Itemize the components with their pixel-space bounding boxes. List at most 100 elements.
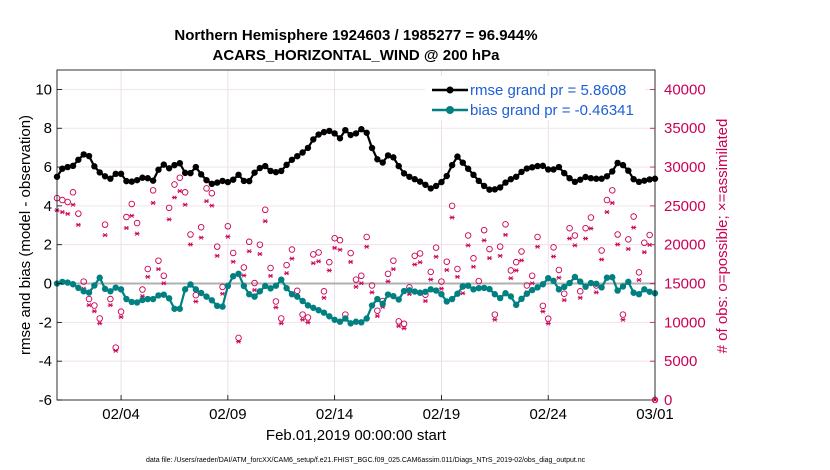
obs-assimilated-stroke: [252, 287, 257, 293]
obs-assimilated-stroke: [172, 195, 177, 200]
obs-assimilated-point: [59, 209, 65, 215]
rmse-point: [304, 144, 312, 152]
obs-assimilated-stroke: [556, 275, 562, 280]
obs-assimilated-stroke: [225, 234, 230, 239]
obs-possible-point: [107, 295, 114, 303]
rmse-point: [641, 177, 648, 184]
obs-possible-point: [528, 272, 536, 280]
obs-assimilated-point: [65, 211, 71, 217]
bias-point: [251, 293, 258, 300]
obs-assimilated-stroke: [604, 209, 610, 215]
obs-assimilated-point: [449, 215, 455, 220]
bias-point: [229, 273, 237, 280]
obs-assimilated-point: [246, 249, 252, 254]
obs-assimilated-point: [534, 244, 541, 249]
obs-assimilated-point: [374, 313, 380, 319]
obs-assimilated-point: [123, 225, 130, 231]
obs-possible-point: [85, 295, 93, 303]
rmse-point: [539, 162, 547, 170]
obs-possible-point: [144, 265, 152, 273]
obs-assimilated-stroke: [642, 250, 647, 255]
obs-possible-point: [625, 236, 632, 243]
obs-assimilated-stroke: [316, 259, 321, 264]
obs-assimilated-stroke: [188, 242, 193, 247]
obs-assimilated-stroke: [284, 271, 289, 276]
obs-possible-point: [635, 269, 643, 276]
obs-assimilated-stroke: [97, 321, 102, 326]
obs-assimilated-stroke: [102, 233, 108, 238]
obs-assimilated-stroke: [220, 291, 225, 296]
obs-assimilated-stroke: [626, 246, 631, 252]
bias-point: [625, 278, 632, 286]
obs-possible-point: [630, 213, 637, 220]
rmse-point: [464, 165, 472, 172]
obs-assimilated-point: [561, 297, 567, 303]
obs-assimilated-stroke: [599, 257, 604, 262]
legend-box: [425, 76, 645, 120]
rmse-point: [208, 180, 216, 188]
rmse-point: [448, 161, 456, 169]
rmse-point: [609, 168, 616, 175]
bias-point: [272, 282, 280, 289]
chart-title-line2: ACARS_HORIZONTAL_WIND @ 200 hPa: [213, 47, 501, 64]
obs-assimilated-stroke: [332, 245, 337, 251]
obs-possible-point: [454, 265, 461, 273]
rmse-point: [336, 135, 344, 142]
y-left-tick-label: 0: [44, 276, 52, 293]
rmse-point: [400, 170, 408, 177]
obs-possible-point: [235, 334, 242, 342]
obs-assimilated-stroke: [433, 254, 439, 259]
bias-point: [593, 280, 600, 287]
obs-assimilated-point: [438, 286, 445, 291]
obs-possible-point: [283, 261, 290, 269]
obs-assimilated-point: [161, 281, 167, 286]
obs-assimilated-stroke: [417, 260, 423, 265]
obs-possible-point: [75, 210, 82, 217]
bias-point: [133, 299, 141, 306]
bias-point: [502, 290, 509, 297]
obs-possible-point: [299, 311, 306, 318]
bias-point: [112, 284, 119, 291]
bias-point: [550, 277, 557, 285]
obs-possible-point: [566, 224, 573, 232]
bias-point: [304, 302, 312, 309]
bias-point: [571, 273, 579, 281]
rmse-point: [534, 162, 541, 170]
legend-rmse-label: rmse grand pr = 5.8608: [470, 82, 626, 99]
bias-point: [128, 298, 135, 306]
bias-point: [400, 287, 408, 295]
obs-possible-point: [261, 206, 269, 214]
rmse-point: [133, 176, 141, 184]
rmse-point: [646, 176, 653, 183]
y-left-axis-label: rmse and bias (model - observation): [17, 115, 34, 355]
obs-assimilated-stroke: [449, 215, 455, 220]
obs-assimilated-point: [262, 219, 268, 224]
obs-assimilated-stroke: [412, 262, 417, 267]
obs-possible-point: [475, 277, 483, 285]
rmse-point: [411, 175, 418, 183]
obs-assimilated-point: [433, 254, 439, 259]
obs-possible-point: [523, 282, 531, 289]
obs-assimilated-stroke: [460, 291, 465, 296]
obs-assimilated-point: [326, 268, 332, 273]
bias-point: [480, 284, 488, 292]
obs-possible-point: [123, 213, 130, 221]
rmse-point: [363, 129, 370, 136]
obs-assimilated-point: [444, 267, 450, 273]
obs-assimilated-point: [417, 260, 423, 265]
obs-count-series: [53, 174, 659, 404]
bias-point: [379, 300, 386, 308]
obs-assimilated-stroke: [60, 209, 65, 215]
obs-assimilated-stroke: [236, 339, 241, 344]
bias-point: [496, 294, 504, 302]
obs-possible-point: [224, 223, 232, 230]
obs-assimilated-point: [235, 339, 242, 344]
obs-assimilated-stroke: [455, 274, 460, 279]
obs-assimilated-point: [177, 188, 183, 194]
x-tick-label: 02/14: [316, 406, 354, 423]
obs-assimilated-point: [209, 203, 215, 208]
obs-assimilated-stroke: [92, 309, 97, 314]
obs-assimilated-stroke: [401, 326, 407, 331]
obs-possible-point: [374, 307, 381, 314]
bias-point: [390, 292, 397, 300]
